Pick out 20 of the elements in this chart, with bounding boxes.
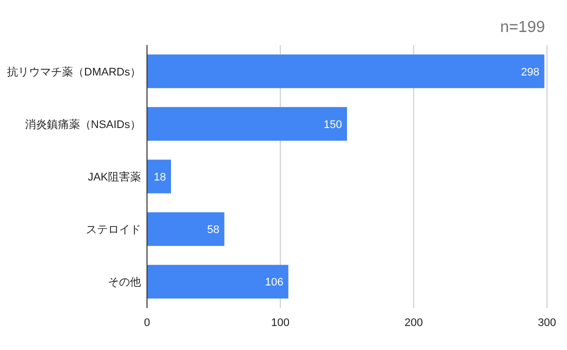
bar bbox=[147, 160, 171, 194]
bar bbox=[147, 107, 347, 141]
y-tick-label: JAK阻害薬 bbox=[88, 170, 141, 184]
y-tick-label: その他 bbox=[108, 276, 141, 289]
x-tick-label: 300 bbox=[538, 317, 556, 329]
text: n=199 bbox=[500, 19, 546, 36]
x-tick-label: 200 bbox=[404, 317, 423, 329]
data-label: 106 bbox=[264, 276, 284, 289]
y-tick-label: ステロイド bbox=[86, 224, 141, 236]
bar bbox=[147, 264, 288, 299]
data-label: 150 bbox=[324, 118, 342, 131]
data-label: 58 bbox=[207, 224, 220, 236]
bar bbox=[147, 212, 224, 246]
y-tick-label: 抗リウマチ薬（DMARDs） bbox=[7, 65, 141, 78]
y-tick-label: 消炎鎮痛薬（NSAIDs） bbox=[24, 118, 141, 131]
data-label: 298 bbox=[520, 66, 540, 78]
x-tick-label: 100 bbox=[271, 317, 290, 329]
data-label: 18 bbox=[154, 172, 166, 184]
x-tick-label: 0 bbox=[144, 317, 150, 329]
bar bbox=[147, 54, 544, 88]
